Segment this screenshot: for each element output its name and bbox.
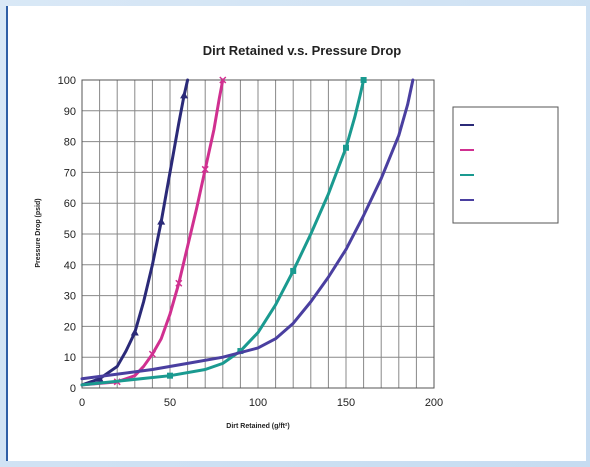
x-tick-label: 0 xyxy=(79,397,85,409)
x-tick-label: 50 xyxy=(164,397,176,409)
data-point xyxy=(157,217,166,225)
data-point xyxy=(219,76,227,84)
y-tick-label: 70 xyxy=(64,167,76,179)
x-tick-label: 100 xyxy=(249,397,267,409)
y-axis-label: Pressure Drop (psid) xyxy=(35,198,42,267)
plot-area xyxy=(81,79,435,389)
series-line-1 xyxy=(80,78,190,387)
data-point xyxy=(360,77,367,83)
y-tick-label: 100 xyxy=(58,75,76,87)
series-line-2 xyxy=(80,78,225,387)
y-tick-label: 40 xyxy=(64,260,76,272)
x-axis-label: Dirt Retained (g/ft²) xyxy=(226,423,289,430)
grid-lines xyxy=(81,79,435,389)
x-axis-ticks: 0 50 100 150 200 xyxy=(79,397,443,409)
y-tick-label: 90 xyxy=(64,106,76,118)
data-point xyxy=(201,165,209,173)
x-tick-label: 200 xyxy=(425,397,443,409)
data-point xyxy=(290,267,297,274)
data-point xyxy=(343,144,349,151)
y-tick-label: 0 xyxy=(70,383,76,395)
legend xyxy=(452,106,559,224)
y-tick-label: 60 xyxy=(64,198,76,210)
series-line-3 xyxy=(80,78,366,387)
series-line-4 xyxy=(80,78,415,381)
data-point xyxy=(130,328,139,336)
data-point xyxy=(95,374,104,382)
data-point xyxy=(148,350,156,358)
x-tick-label: 150 xyxy=(337,397,355,409)
data-point xyxy=(167,372,173,379)
y-tick-label: 20 xyxy=(64,321,76,333)
series-group xyxy=(80,76,415,387)
y-tick-label: 50 xyxy=(64,229,76,241)
y-axis-ticks: 0 10 20 30 40 50 60 70 80 90 100 xyxy=(58,75,76,395)
legend-box xyxy=(452,106,559,224)
data-point xyxy=(180,91,189,99)
data-point xyxy=(175,279,183,287)
chart-title: Dirt Retained v.s. Pressure Drop xyxy=(203,43,401,58)
y-tick-label: 80 xyxy=(64,137,76,149)
y-tick-label: 10 xyxy=(64,352,76,364)
y-tick-label: 30 xyxy=(64,291,76,303)
